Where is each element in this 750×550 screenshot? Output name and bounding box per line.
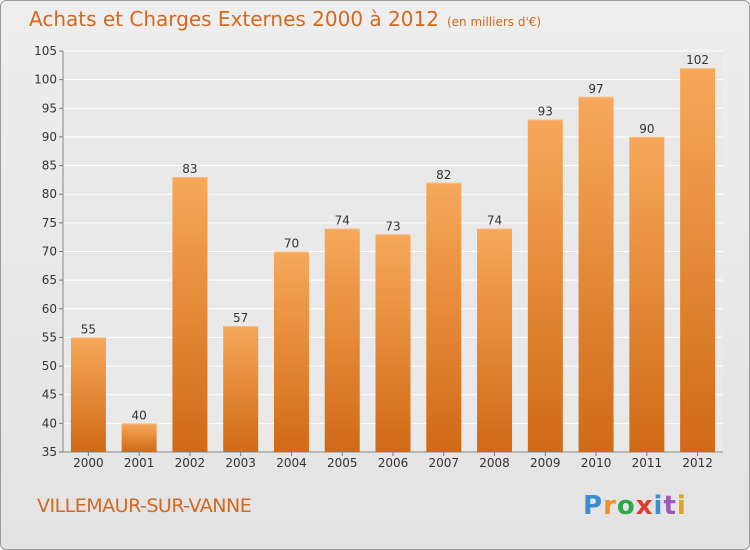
bar xyxy=(121,423,157,452)
commune-name: VILLEMAUR-SUR-VANNE xyxy=(37,495,252,517)
data-label: 70 xyxy=(284,237,299,251)
data-label: 83 xyxy=(182,162,197,176)
y-tick-label: 80 xyxy=(42,187,57,201)
y-tick-label: 40 xyxy=(42,416,57,430)
x-tick-label: 2003 xyxy=(225,456,256,470)
y-tick-label: 55 xyxy=(42,330,57,344)
bar xyxy=(70,337,106,452)
x-tick-label: 2001 xyxy=(124,456,155,470)
chart-subtitle: (en milliers d'€) xyxy=(446,15,542,29)
x-tick-label: 2002 xyxy=(175,456,206,470)
data-label: 55 xyxy=(81,322,96,336)
bar xyxy=(426,182,462,452)
x-tick-label: 2011 xyxy=(632,456,663,470)
y-tick-label: 60 xyxy=(42,302,57,316)
y-tick-label: 45 xyxy=(42,388,57,402)
x-tick-label: 2009 xyxy=(530,456,561,470)
y-tick-label: 95 xyxy=(42,101,57,115)
x-tick-label: 2008 xyxy=(479,456,510,470)
bar xyxy=(527,119,563,452)
x-tick-label: 2010 xyxy=(581,456,612,470)
bar xyxy=(578,96,614,452)
bar xyxy=(223,325,259,452)
data-label: 74 xyxy=(335,214,350,228)
bar xyxy=(273,251,309,452)
data-label: 74 xyxy=(487,214,502,228)
proxiti-logo: Proxiti xyxy=(583,491,687,521)
chart-title-text: Achats et Charges Externes 2000 à 2012 xyxy=(29,7,439,31)
y-tick-label: 75 xyxy=(42,216,57,230)
bar xyxy=(629,136,665,452)
x-tick-label: 2012 xyxy=(682,456,713,470)
x-tick-label: 2005 xyxy=(327,456,358,470)
chart-title: Achats et Charges Externes 2000 à 2012 (e… xyxy=(29,7,541,31)
y-tick-label: 65 xyxy=(42,273,57,287)
y-tick-label: 100 xyxy=(34,73,57,87)
y-tick-label: 85 xyxy=(42,159,57,173)
bar xyxy=(375,234,411,452)
data-label: 57 xyxy=(233,311,248,325)
data-label: 40 xyxy=(132,408,147,422)
y-tick-label: 50 xyxy=(42,359,57,373)
y-tick-label: 35 xyxy=(42,445,57,459)
y-tick-label: 105 xyxy=(34,44,57,58)
x-tick-label: 2006 xyxy=(378,456,409,470)
data-label: 97 xyxy=(588,82,603,96)
data-label: 90 xyxy=(639,122,654,136)
data-label: 102 xyxy=(686,53,709,67)
bar xyxy=(324,228,360,452)
bar xyxy=(477,228,513,452)
data-label: 73 xyxy=(385,219,400,233)
y-tick-label: 70 xyxy=(42,245,57,259)
data-label: 93 xyxy=(538,105,553,119)
bar xyxy=(172,177,208,452)
bar xyxy=(680,68,716,452)
data-label: 82 xyxy=(436,168,451,182)
x-tick-label: 2007 xyxy=(428,456,459,470)
x-tick-label: 2004 xyxy=(276,456,307,470)
y-tick-label: 90 xyxy=(42,130,57,144)
x-tick-label: 2000 xyxy=(73,456,104,470)
